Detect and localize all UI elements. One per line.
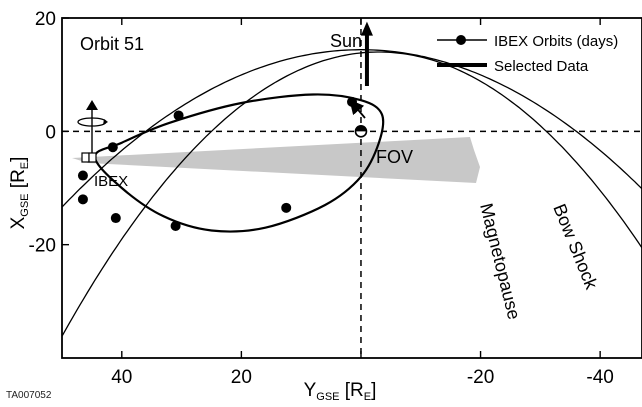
figure-id: TA007052: [6, 390, 52, 401]
sun-label: Sun: [330, 31, 362, 51]
legend: IBEX Orbits (days) Selected Data: [437, 33, 618, 75]
orbit-day-marker: [110, 213, 121, 224]
y-tick-label: -20: [29, 236, 56, 257]
orbit-day-marker: [77, 194, 88, 205]
legend-label-selected: Selected Data: [494, 58, 589, 75]
ibex-label: IBEX: [94, 173, 128, 190]
legend-label-orbits: IBEX Orbits (days): [494, 33, 618, 50]
orbit-day-marker: [281, 202, 292, 213]
x-tick-label: 40: [111, 367, 132, 388]
bow-shock-label: Bow Shock: [549, 201, 602, 293]
chart-title: Orbit 51: [80, 34, 144, 54]
y-tick-label: 20: [35, 9, 56, 30]
orbit-day-marker: [173, 110, 184, 121]
orbit-day-marker: [77, 170, 88, 181]
earth-dayside: [355, 125, 367, 132]
y-axis-label: XGSE [RE]: [8, 157, 31, 230]
legend-marker-orbits: [456, 35, 466, 45]
ibex-spacecraft-icon: [77, 100, 108, 163]
boundary-magnetopause: [62, 51, 642, 337]
boundary-bow-shock: [62, 49, 642, 208]
fov-region: [72, 137, 480, 183]
fov-label: FOV: [376, 147, 413, 167]
x-tick-label: -20: [467, 367, 494, 388]
orbit-day-marker: [347, 96, 357, 107]
sun-arrowhead: [360, 21, 373, 36]
x-axis-label: YGSE [RE]: [304, 380, 377, 403]
plot-frame: [61, 17, 642, 359]
magnetopause-label: Magnetopause: [476, 201, 524, 321]
x-tick-label: 20: [231, 367, 252, 388]
orbit-day-marker: [107, 142, 118, 153]
x-tick-label: -40: [586, 367, 613, 388]
orbit-path: [93, 93, 385, 233]
y-tick-label: 0: [45, 122, 56, 143]
orbit-direction-arrow: [349, 99, 366, 119]
orbit-day-marker: [170, 220, 181, 231]
